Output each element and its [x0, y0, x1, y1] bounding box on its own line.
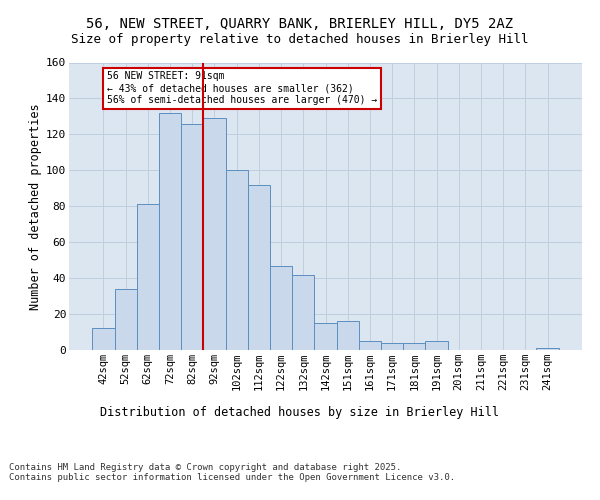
Y-axis label: Number of detached properties: Number of detached properties	[29, 103, 42, 310]
Bar	[92, 328, 115, 350]
Text: Contains HM Land Registry data © Crown copyright and database right 2025.
Contai: Contains HM Land Registry data © Crown c…	[9, 462, 455, 482]
Bar	[159, 113, 181, 350]
Bar	[137, 204, 159, 350]
Text: Distribution of detached houses by size in Brierley Hill: Distribution of detached houses by size …	[101, 406, 499, 419]
Bar	[115, 289, 137, 350]
Bar	[226, 170, 248, 350]
Bar	[203, 118, 226, 350]
Text: Size of property relative to detached houses in Brierley Hill: Size of property relative to detached ho…	[71, 32, 529, 46]
Bar	[381, 343, 403, 350]
Text: 56 NEW STREET: 91sqm
← 43% of detached houses are smaller (362)
56% of semi-deta: 56 NEW STREET: 91sqm ← 43% of detached h…	[107, 72, 377, 104]
Bar	[536, 348, 559, 350]
Bar	[292, 274, 314, 350]
Bar	[359, 341, 381, 350]
Bar	[337, 322, 359, 350]
Text: 56, NEW STREET, QUARRY BANK, BRIERLEY HILL, DY5 2AZ: 56, NEW STREET, QUARRY BANK, BRIERLEY HI…	[86, 18, 514, 32]
Bar	[425, 341, 448, 350]
Bar	[314, 323, 337, 350]
Bar	[270, 266, 292, 350]
Bar	[248, 184, 270, 350]
Bar	[403, 343, 425, 350]
Bar	[181, 124, 203, 350]
